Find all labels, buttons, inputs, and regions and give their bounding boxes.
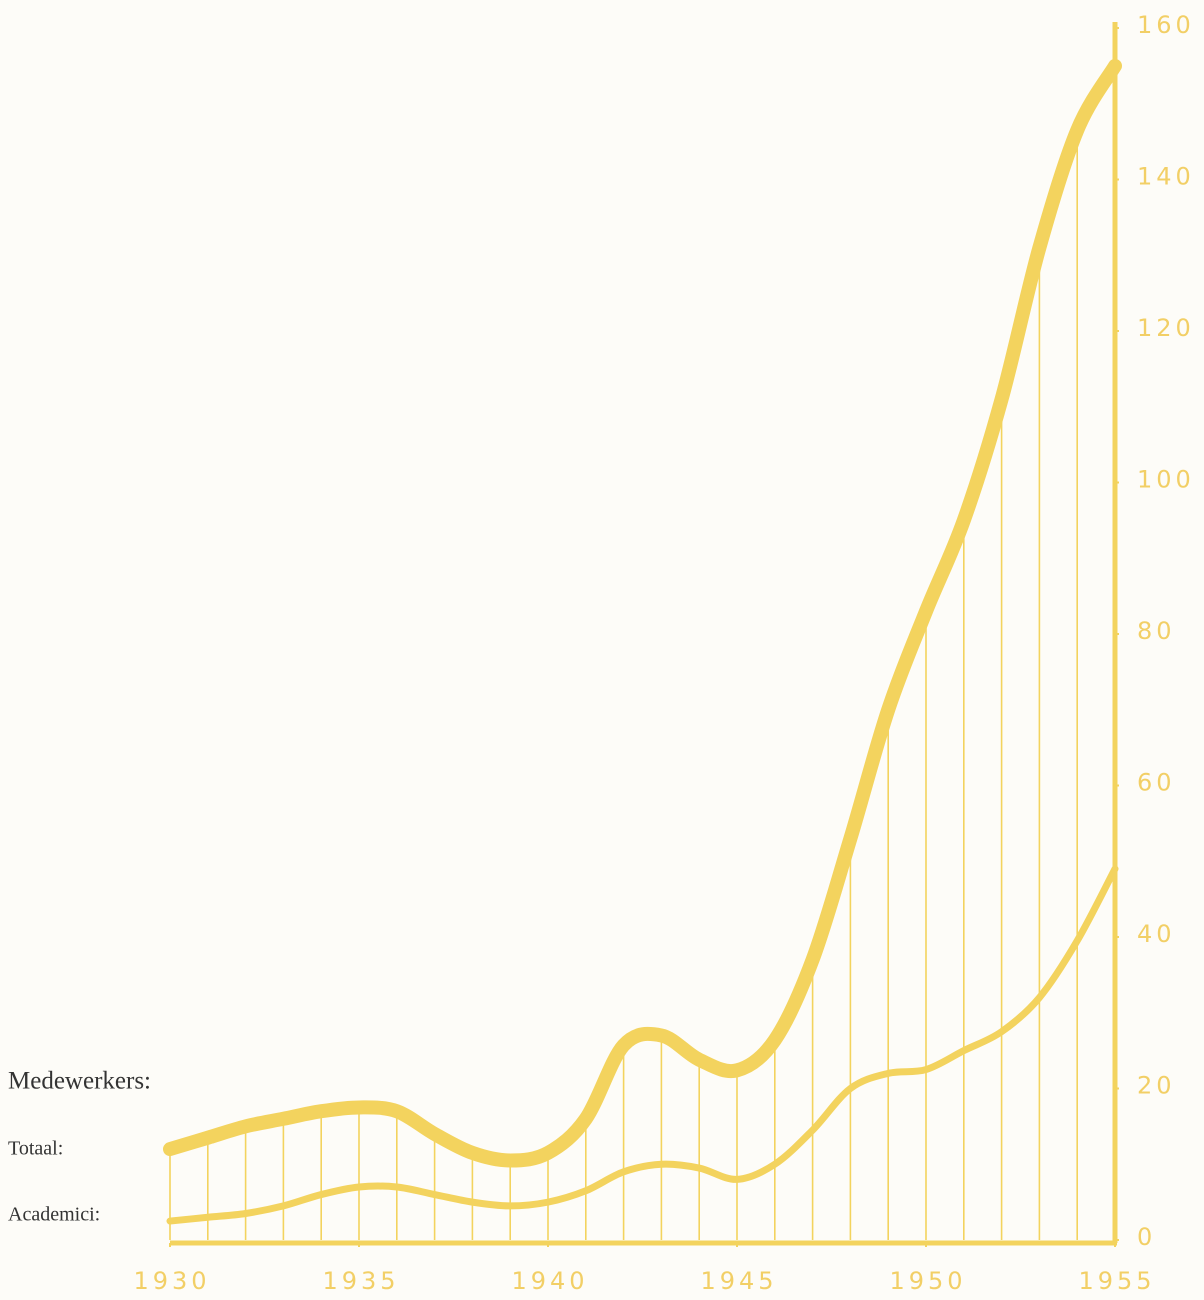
- y-tick-label: 40: [1137, 920, 1176, 948]
- legend-label: Totaal:: [8, 1138, 63, 1160]
- y-tick-label: 120: [1137, 314, 1195, 342]
- legend-title: Medewerkers:: [8, 1068, 151, 1095]
- y-tick-label: 0: [1137, 1223, 1156, 1251]
- x-tick-label: 1940: [511, 1267, 588, 1295]
- x-tick-label: 1935: [322, 1267, 399, 1295]
- x-tick-label: 1930: [133, 1267, 210, 1295]
- data-line: [163, 58, 1122, 1168]
- y-tick-label: 20: [1137, 1072, 1176, 1100]
- x-tick-label: 1955: [1078, 1267, 1155, 1295]
- x-tick-label: 1950: [889, 1267, 966, 1295]
- y-tick-label: 80: [1137, 617, 1176, 645]
- y-tick-label: 140: [1137, 163, 1195, 191]
- y-tick-label: 100: [1137, 466, 1195, 494]
- data-line: [166, 865, 1119, 1225]
- x-tick-label: 1945: [700, 1267, 777, 1295]
- y-tick-label: 160: [1137, 11, 1195, 39]
- legend-label: Academici:: [8, 1204, 100, 1226]
- y-tick-label: 60: [1137, 769, 1176, 797]
